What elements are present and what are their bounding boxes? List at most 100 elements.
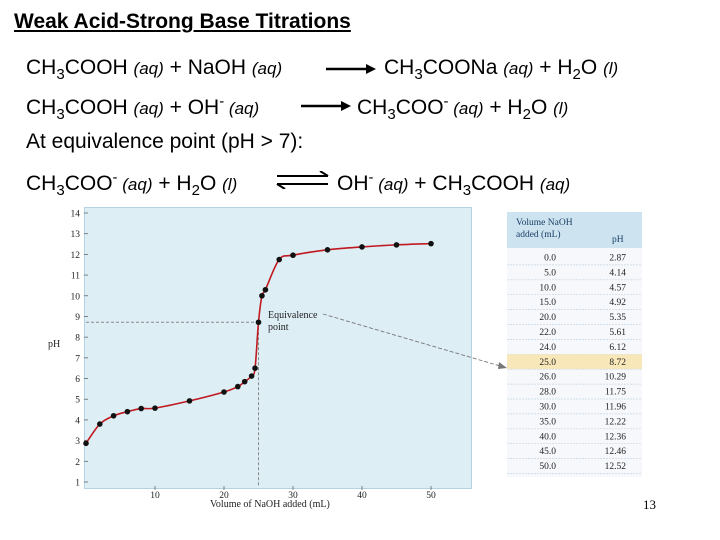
table-cell-ph: 4.92 — [609, 298, 626, 308]
connector-arrowhead — [498, 362, 507, 369]
y-tick-label: 2 — [75, 458, 80, 468]
data-point — [259, 292, 265, 299]
table-cell-volume: 22.0 — [539, 328, 556, 338]
table-cell-volume: 15.0 — [539, 298, 556, 308]
y-tick-label: 8 — [75, 334, 80, 344]
data-point — [97, 421, 103, 427]
x-tick-label: 40 — [357, 491, 367, 501]
data-point — [324, 247, 331, 253]
equation-3-left: CH3COO- (aq) + H2O (l) — [26, 169, 238, 200]
table-cell-volume: 20.0 — [539, 313, 556, 323]
x-tick-label: 30 — [288, 491, 298, 501]
table-cell-ph: 10.29 — [605, 373, 627, 383]
x-axis-ticks: 10 20 30 40 50 — [150, 486, 436, 501]
data-point — [262, 286, 269, 293]
table-cell-ph: 4.57 — [609, 283, 626, 293]
data-point — [186, 398, 193, 404]
y-tick-label: 1 — [75, 479, 80, 489]
x-tick-label: 10 — [150, 491, 160, 501]
table-cell-volume: 5.0 — [544, 268, 556, 278]
equation-2-left: CH3COOH (aq) + OH- (aq) — [26, 93, 260, 124]
table-header-volume-line1: Volume NaOH — [516, 218, 573, 228]
equation-1-right: CH3COONa (aq) + H2O (l) — [384, 56, 619, 84]
reaction-arrow-1 — [326, 64, 376, 74]
table-cell-volume: 30.0 — [539, 403, 556, 413]
table-cell-volume: 40.0 — [539, 432, 556, 442]
table-cell-volume: 25.0 — [539, 358, 556, 368]
table-cell-ph: 4.14 — [609, 268, 626, 278]
data-point — [290, 252, 296, 259]
table-cell-ph: 8.72 — [609, 358, 626, 368]
table-cell-volume: 50.0 — [539, 462, 556, 472]
data-point — [393, 242, 400, 248]
table-row-highlight — [507, 354, 642, 370]
table-cell-volume: 35.0 — [539, 417, 556, 427]
data-point — [252, 365, 258, 371]
table-header — [507, 212, 642, 248]
slide-title: Weak Acid-Strong Base Titrations — [14, 10, 351, 33]
y-tick-label: 14 — [71, 210, 81, 220]
y-tick-label: 13 — [71, 230, 81, 240]
page-number: 13 — [643, 497, 656, 512]
titration-table — [507, 212, 642, 477]
table-cell-ph: 5.61 — [609, 328, 626, 338]
table-cell-volume: 24.0 — [539, 343, 556, 353]
data-point — [110, 412, 117, 419]
equivalence-label-line2: point — [268, 322, 289, 333]
table-cell-volume: 45.0 — [539, 447, 556, 457]
connector-line — [322, 313, 508, 369]
x-axis-label: Volume of NaOH added (mL) — [210, 499, 330, 510]
y-tick-label: 10 — [71, 292, 81, 302]
equation-2-right: CH3COO- (aq) + H2O (l) — [357, 93, 569, 124]
data-point — [83, 440, 89, 447]
y-tick-label: 4 — [75, 416, 80, 426]
table-cell-ph: 2.87 — [609, 254, 626, 264]
equivalence-label-line1: Equivalence — [268, 310, 318, 321]
data-point — [255, 319, 262, 326]
table-rows: 0.0 2.87 5.0 4.14 10.0 4.57 15.0 4.92 20.0 5.35 22… — [507, 254, 642, 474]
table-cell-ph: 12.22 — [605, 417, 627, 427]
y-tick-label: 9 — [75, 313, 80, 323]
data-points — [83, 240, 434, 447]
table-cell-ph: 12.46 — [605, 447, 627, 457]
y-axis-label: pH — [48, 339, 60, 350]
x-tick-label: 50 — [426, 491, 436, 501]
data-point — [152, 405, 158, 411]
table-cell-volume: 0.0 — [544, 254, 556, 264]
equivalence-guides — [86, 313, 508, 486]
data-point — [276, 256, 283, 263]
y-tick-label: 11 — [71, 272, 80, 282]
plot-area — [84, 207, 472, 489]
table-cell-volume: 26.0 — [539, 373, 556, 383]
table-cell-volume: 10.0 — [539, 283, 556, 293]
table-cell-ph: 6.12 — [609, 343, 626, 353]
y-tick-label: 12 — [71, 251, 81, 261]
equation-3-right: OH- (aq) + CH3COOH (aq) — [337, 169, 571, 200]
table-cell-ph: 11.96 — [605, 403, 626, 413]
data-point — [241, 378, 248, 385]
y-tick-label: 7 — [75, 354, 80, 364]
y-tick-label: 3 — [75, 437, 80, 447]
data-point — [124, 408, 131, 415]
table-header-volume-line2: added (mL) — [516, 229, 561, 240]
equation-1-left: CH3COOH (aq) + NaOH (aq) — [26, 56, 283, 84]
equivalence-heading: At equivalence point (pH > 7): — [26, 130, 304, 153]
data-point — [235, 383, 241, 390]
table-cell-ph: 12.52 — [605, 462, 627, 472]
table-cell-ph: 12.36 — [605, 432, 627, 442]
y-tick-label: 6 — [75, 375, 80, 385]
table-header-ph: pH — [612, 235, 624, 245]
y-tick-label: 5 — [75, 396, 80, 406]
data-point — [138, 405, 144, 412]
equilibrium-arrow — [276, 171, 329, 189]
data-point — [221, 389, 227, 395]
data-point — [428, 240, 434, 247]
table-cell-ph: 5.35 — [609, 313, 626, 323]
data-point — [248, 373, 255, 379]
table-cell-ph: 11.75 — [605, 388, 626, 398]
data-point — [359, 244, 365, 250]
x-tick-label: 20 — [219, 491, 229, 501]
